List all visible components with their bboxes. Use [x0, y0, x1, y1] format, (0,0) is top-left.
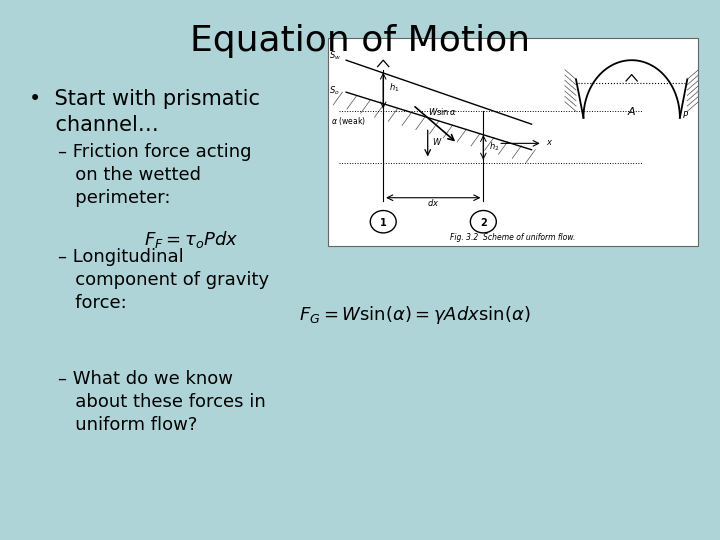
Text: $h_2$: $h_2$: [489, 141, 500, 153]
Text: Fig. 3.2  Scheme of uniform flow.: Fig. 3.2 Scheme of uniform flow.: [450, 233, 576, 242]
Text: 2: 2: [480, 218, 487, 228]
Text: $dx$: $dx$: [427, 197, 439, 208]
Text: – Friction force acting
   on the wetted
   perimeter:: – Friction force acting on the wetted pe…: [58, 143, 251, 207]
Text: $F_G = W\sin(\alpha) = \gamma Adx\sin(\alpha)$: $F_G = W\sin(\alpha) = \gamma Adx\sin(\a…: [299, 304, 530, 326]
Text: Equation of Motion: Equation of Motion: [190, 24, 530, 58]
Text: $S_w$: $S_w$: [330, 50, 341, 62]
Text: $F_F = \tau_o Pdx$: $F_F = \tau_o Pdx$: [144, 230, 238, 251]
Text: $W\sin\alpha$: $W\sin\alpha$: [428, 105, 457, 117]
Text: •  Start with prismatic
    channel…: • Start with prismatic channel…: [29, 89, 260, 134]
Text: $S_o$: $S_o$: [330, 85, 340, 97]
FancyBboxPatch shape: [328, 38, 698, 246]
Text: $A$: $A$: [627, 105, 636, 117]
Text: – What do we know
   about these forces in
   uniform flow?: – What do we know about these forces in …: [58, 370, 266, 434]
Text: $W$: $W$: [432, 136, 443, 147]
Text: $h_1$: $h_1$: [389, 82, 399, 94]
Text: $P$: $P$: [682, 109, 689, 120]
Text: – Longitudinal
   component of gravity
   force:: – Longitudinal component of gravity forc…: [58, 248, 269, 312]
Text: 1: 1: [380, 218, 387, 228]
Text: $\alpha$ (weak): $\alpha$ (weak): [331, 115, 366, 127]
Text: $x$: $x$: [546, 138, 554, 147]
